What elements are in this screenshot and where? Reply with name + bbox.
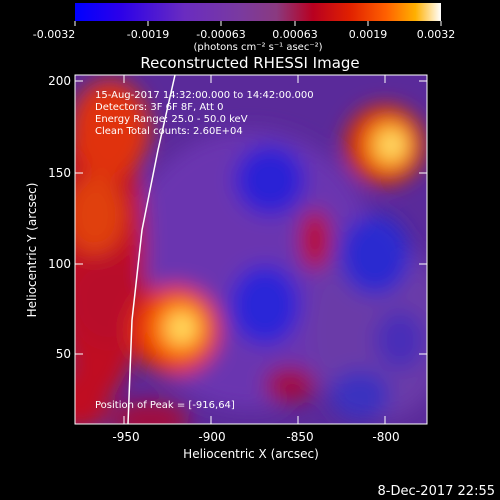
rhessi-image <box>75 75 427 424</box>
y-tick-label: 200 <box>48 74 71 88</box>
y-axis-label: Heliocentric Y (arcsec) <box>25 183 39 318</box>
x-axis-label: Heliocentric X (arcsec) <box>183 447 319 461</box>
plot-frame <box>74 74 428 425</box>
y-axis-ticks <box>75 80 427 355</box>
colorbar-tick-label: 0.00063 <box>272 28 318 41</box>
info-overlay: 15-Aug-2017 14:32:00.000 to 14:42:00.000… <box>95 90 314 137</box>
x-tick-label: -850 <box>286 430 313 444</box>
info-total-counts: Clean Total counts: 2.60E+04 <box>95 126 243 137</box>
info-detectors: Detectors: 3F 6F 8F, Att 0 <box>95 102 223 113</box>
footer-date: 8-Dec-2017 22:55 <box>378 484 496 499</box>
colorbar-tick-label: -0.0032 <box>33 28 75 41</box>
colorbar <box>75 3 441 21</box>
y-tick-label: 50 <box>56 347 71 361</box>
colorbar-ticks <box>74 21 442 26</box>
x-tick-labels: -950 -900 -850 -800 <box>112 430 399 444</box>
x-tick-label: -800 <box>372 430 399 444</box>
colorbar-tick-label: 0.0032 <box>417 28 456 41</box>
y-tick-labels: 50 100 150 200 <box>48 74 71 361</box>
solar-limb-line <box>127 74 176 425</box>
colorbar-units: (photons cm⁻² s⁻¹ asec⁻²) <box>193 42 322 53</box>
y-tick-label: 150 <box>48 166 71 180</box>
x-axis-ticks <box>123 75 386 424</box>
colorbar-tick-labels: -0.0032 -0.0019 -0.00063 0.00063 0.0019 … <box>33 28 455 41</box>
colorbar-tick-label: -0.0019 <box>127 28 169 41</box>
info-energy-range: Energy Range: 25.0 - 50.0 keV <box>95 114 248 125</box>
colorbar-tick-label: 0.0019 <box>349 28 388 41</box>
y-tick-label: 100 <box>48 257 71 271</box>
x-tick-label: -950 <box>112 430 139 444</box>
x-tick-label: -900 <box>198 430 225 444</box>
colorbar-tick-label: -0.00063 <box>196 28 245 41</box>
info-time-range: 15-Aug-2017 14:32:00.000 to 14:42:00.000 <box>95 90 314 101</box>
plot-title: Reconstructed RHESSI Image <box>140 54 359 72</box>
peak-position-label: Position of Peak = [-916,64] <box>95 400 235 411</box>
